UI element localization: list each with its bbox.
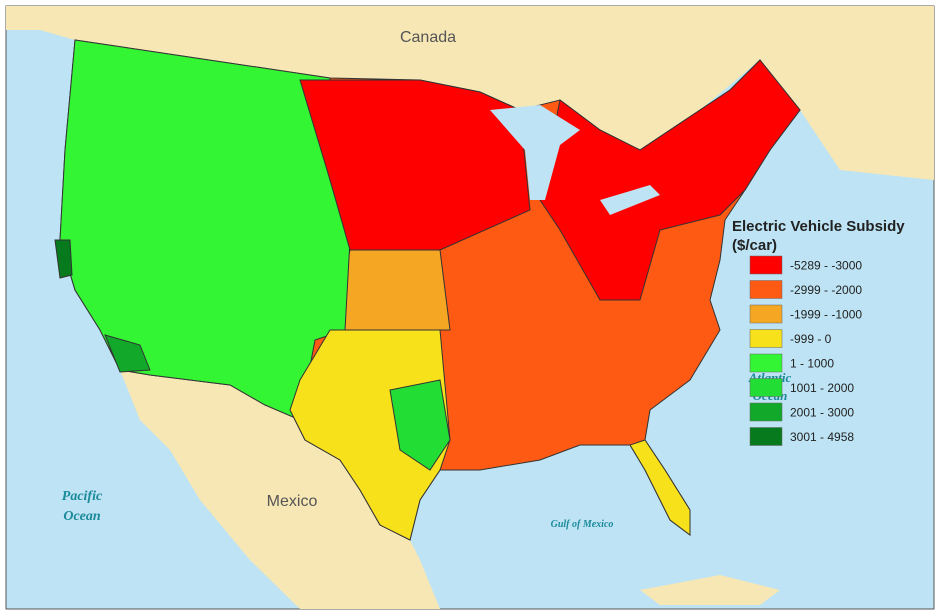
legend-swatch [749,280,783,299]
region [629,439,691,536]
region [54,239,73,279]
legend-swatch [749,427,783,446]
legend-label: -1999 - -1000 [790,308,862,322]
ocean-label: Gulf of Mexico [551,519,614,530]
legend-swatch [749,402,783,422]
legend-label: -5289 - -3000 [790,259,862,273]
legend-label: 2001 - 3000 [790,406,854,420]
cuba-land [640,575,780,605]
legend-title: ($/car) [732,237,777,254]
legend-label: 3001 - 4958 [790,430,854,444]
legend-swatch [749,378,783,397]
ocean-label: Pacific [62,489,103,504]
region [104,334,151,373]
legend-title: Electric Vehicle Subsidy [732,218,905,235]
mexico-land [120,370,440,609]
great-lakes [600,185,660,215]
legend: Electric Vehicle Subsidy ($/car) -5289 -… [732,218,905,446]
legend-label: -999 - 0 [790,332,832,346]
ocean-label: Ocean [63,509,101,524]
country-label: Canada [400,29,456,46]
legend-swatch [749,255,783,275]
legend-label: 1 - 1000 [790,357,834,371]
great-lakes [490,105,580,200]
legend-swatch [749,304,783,324]
canada-land [6,6,934,180]
legend-swatch [749,353,783,373]
legend-label: 1001 - 2000 [790,381,854,395]
region [539,59,801,301]
region [389,379,451,471]
legend-label: -2999 - -2000 [790,283,862,297]
legend-swatch [749,329,783,348]
region [299,79,531,251]
country-label: Mexico [267,493,318,510]
